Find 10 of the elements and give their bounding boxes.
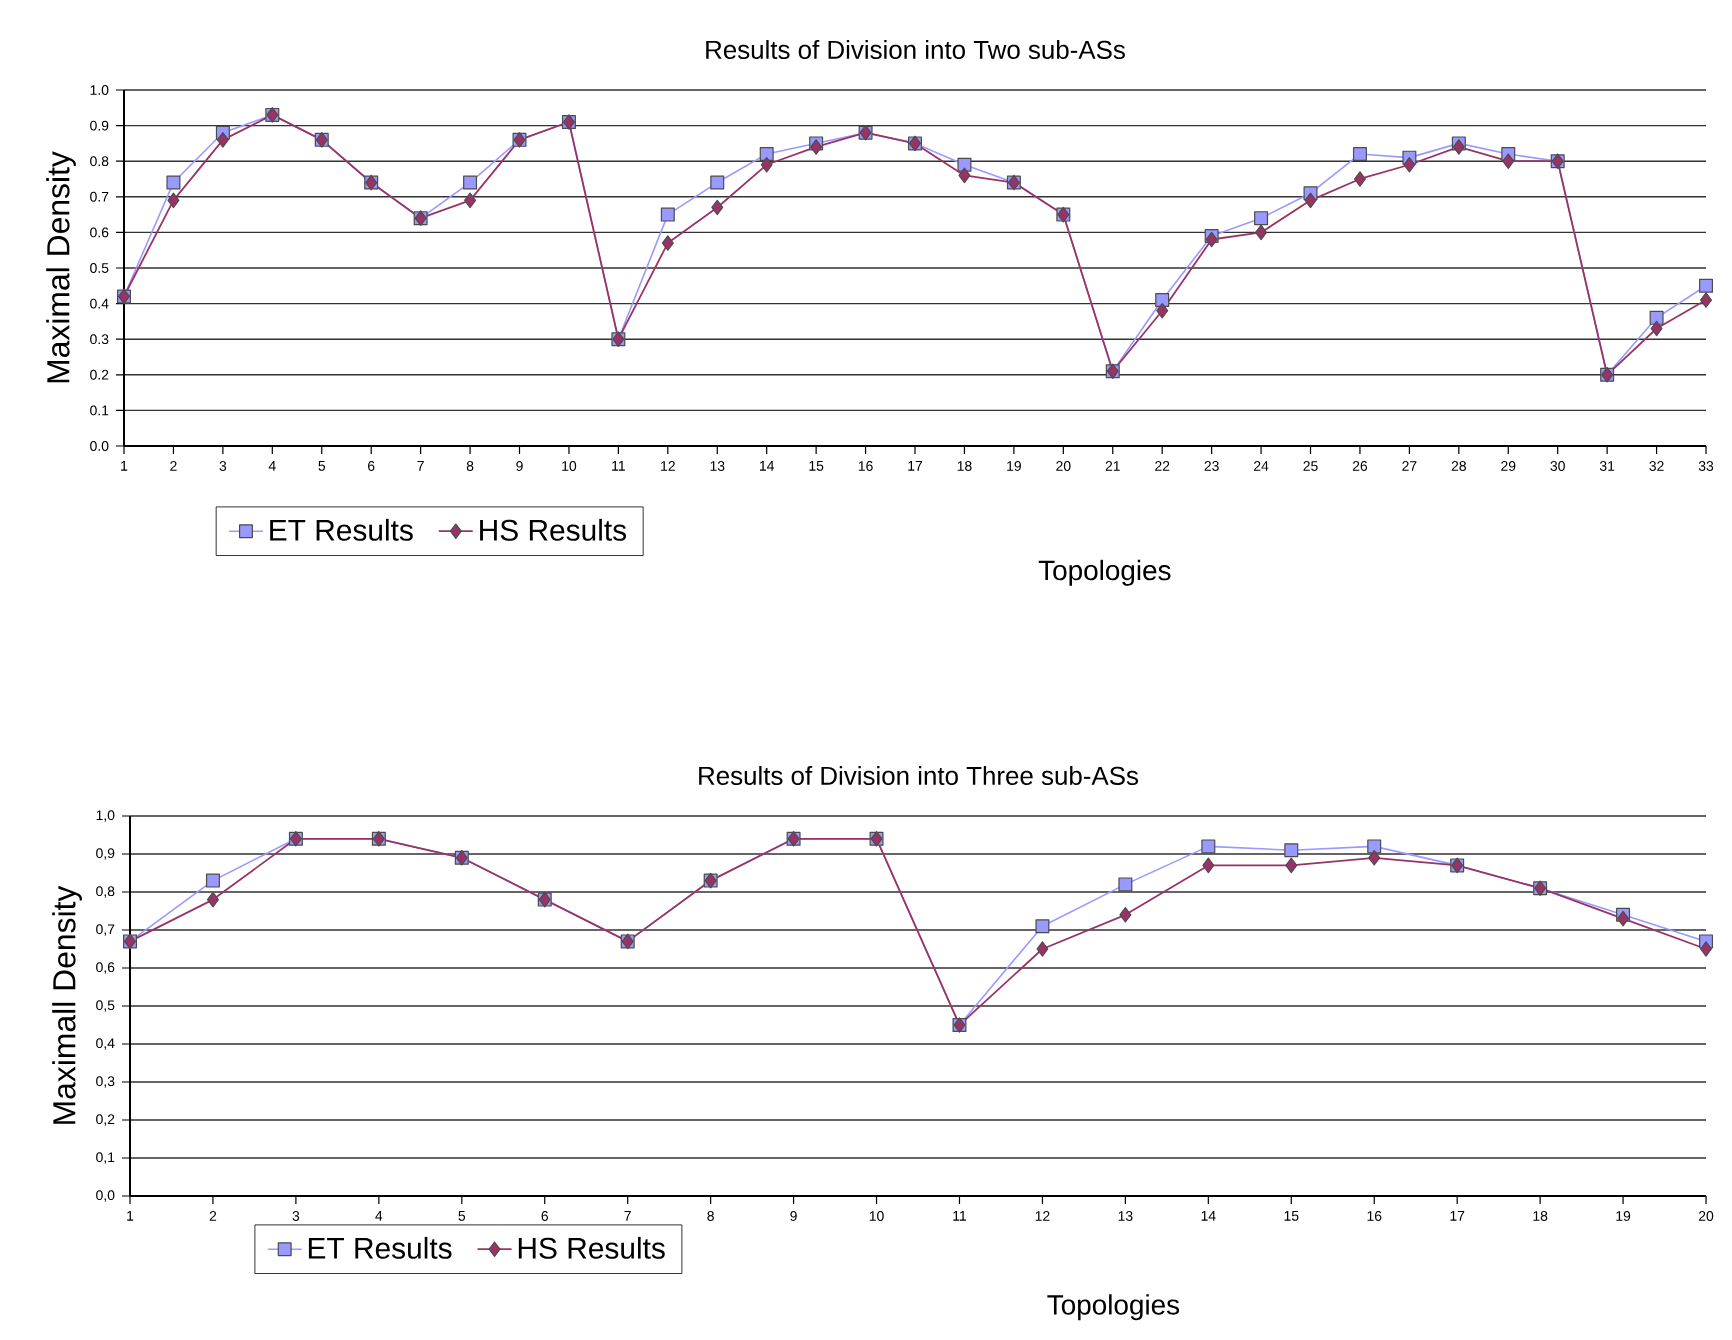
y-axis-title: Maximall Density xyxy=(52,885,82,1124)
x-axis-title: Topologies xyxy=(1047,1294,1180,1321)
y-axis-title: Maximal Density xyxy=(46,151,76,383)
chart-title: Results of Division into Three sub-ASs xyxy=(699,765,1139,785)
legend-label: ET Results xyxy=(308,1236,452,1259)
legend-label: HS Results xyxy=(480,518,627,541)
x-axis-title: Topologies xyxy=(1038,559,1171,586)
chart-title: Results of Division into Two sub-ASs xyxy=(706,39,1125,59)
legend-label: ET Results xyxy=(270,518,413,541)
legend-label: HS Results xyxy=(518,1236,665,1259)
